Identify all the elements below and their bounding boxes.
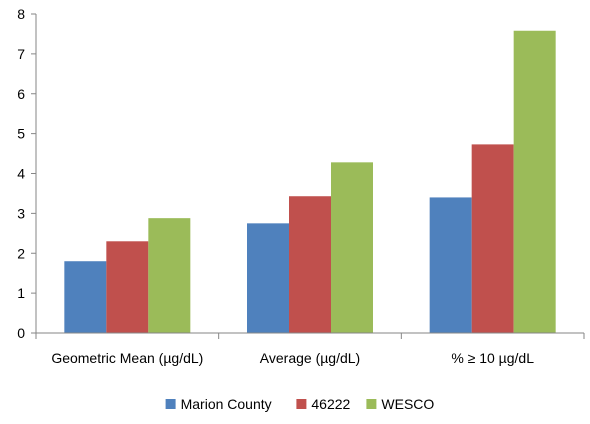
- bar-marion-county: [64, 261, 107, 333]
- y-tick-label: 0: [17, 325, 25, 341]
- legend-swatch: [296, 399, 307, 409]
- legend-swatch: [165, 399, 176, 409]
- legend: Marion County 46222 WESCO: [165, 396, 434, 412]
- bar-marion-county: [247, 223, 289, 333]
- y-tick-label: 4: [17, 166, 25, 182]
- bar-marion-county: [429, 197, 472, 333]
- y-tick-label: 7: [17, 46, 25, 62]
- legend-label: WESCO: [381, 396, 434, 412]
- y-tick-label: 5: [17, 126, 25, 142]
- y-tick-label: 8: [17, 6, 25, 22]
- y-tick-label: 2: [17, 245, 25, 261]
- legend-label: 46222: [311, 396, 350, 412]
- bar-wesco: [331, 162, 373, 333]
- x-category-label: Geometric Mean (µg/dL): [51, 350, 203, 366]
- x-category-label: Average (µg/dL): [260, 350, 360, 366]
- x-category-label: % ≥ 10 µg/dL: [451, 350, 534, 366]
- y-tick-label: 1: [17, 285, 25, 301]
- y-tick-label: 3: [17, 205, 25, 221]
- y-axis: 0 1 2 3 4 5 6 7 8: [17, 6, 37, 341]
- legend-label: Marion County: [181, 396, 272, 412]
- bar-46222: [106, 241, 149, 333]
- bar-wesco: [513, 30, 556, 334]
- bar-46222: [289, 196, 331, 333]
- legend-swatch: [366, 399, 377, 409]
- bar-46222: [471, 144, 514, 333]
- x-axis: Geometric Mean (µg/dL) Average (µg/dL) % ≥…: [35, 332, 585, 366]
- y-tick-label: 6: [17, 86, 25, 102]
- bar-wesco: [148, 218, 191, 333]
- bars: [64, 30, 556, 334]
